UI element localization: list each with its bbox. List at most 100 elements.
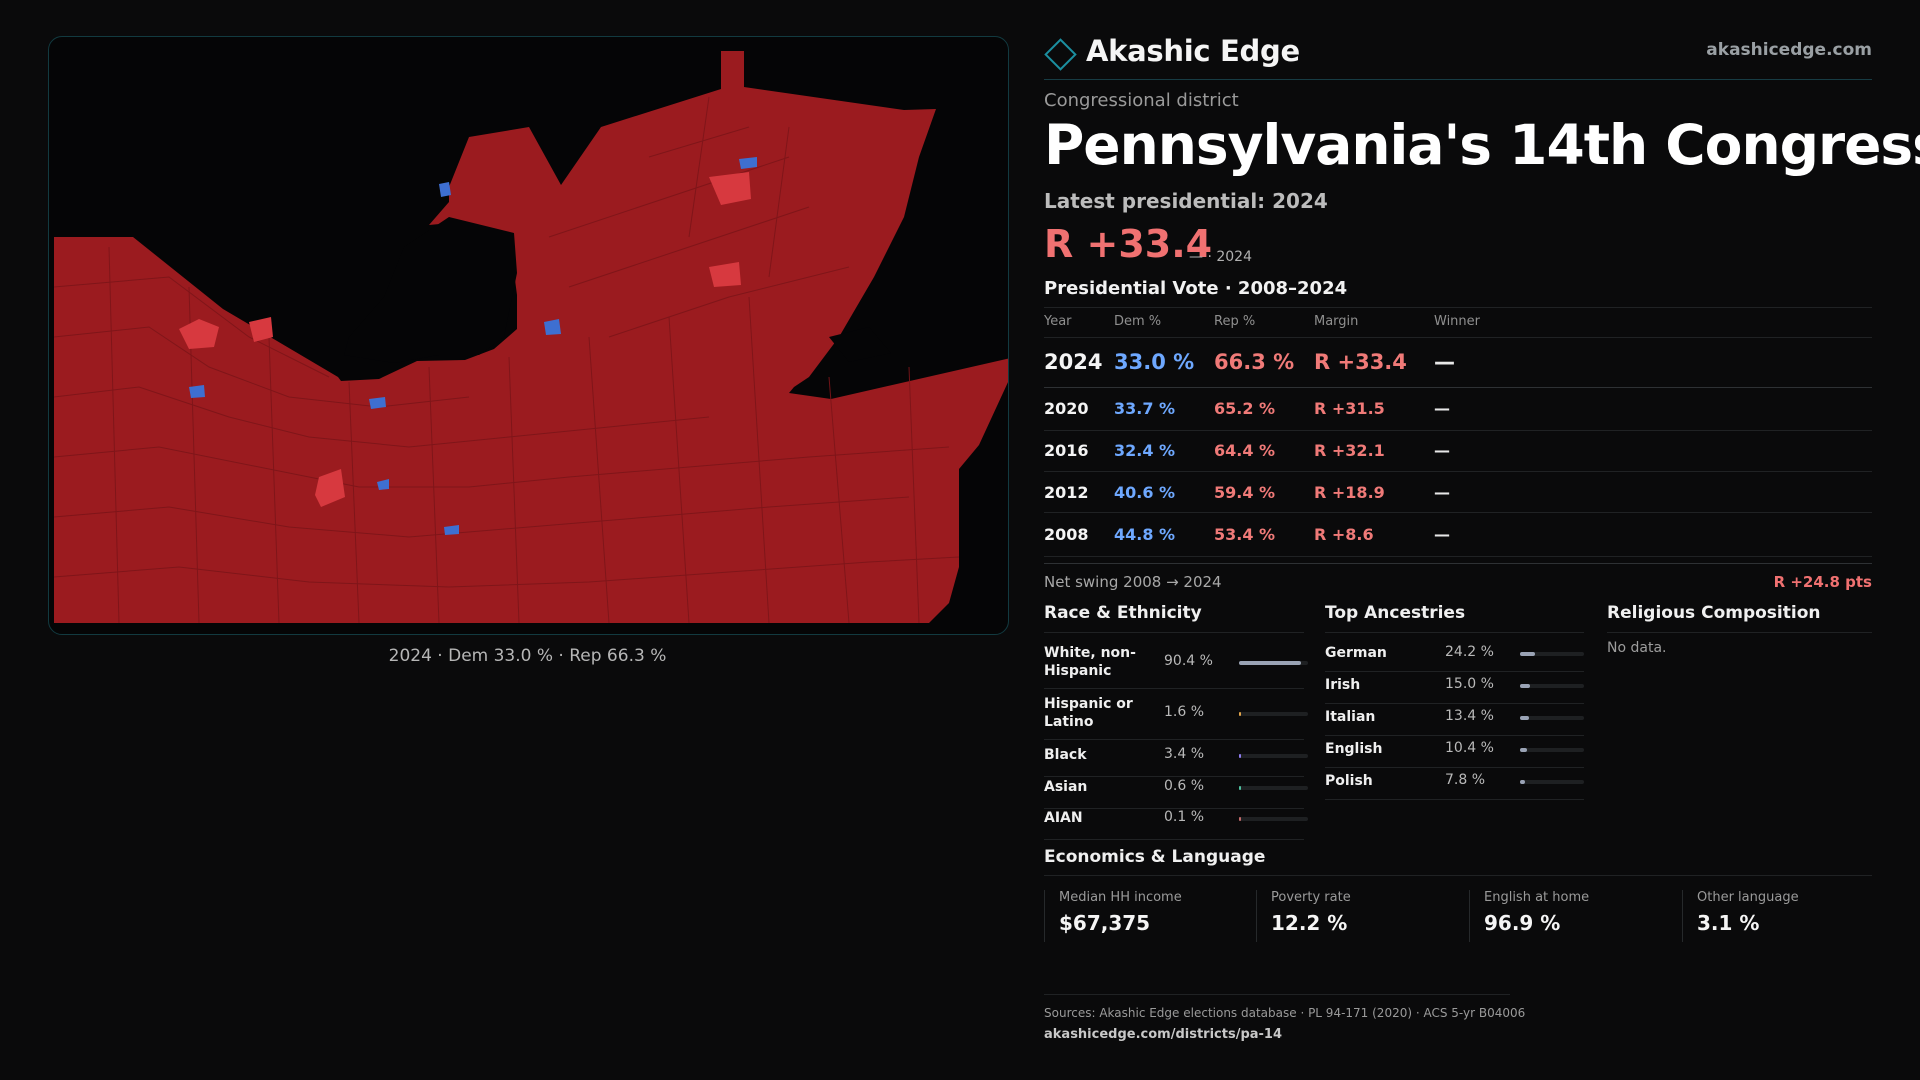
race-row: White, non-Hispanic 90.4 % xyxy=(1044,644,1308,679)
ancestry-label: Polish xyxy=(1325,773,1373,789)
race-value: 0.6 % xyxy=(1164,778,1205,794)
race-title: Race & Ethnicity xyxy=(1044,603,1202,623)
race-value: 1.6 % xyxy=(1164,704,1205,720)
race-bar xyxy=(1239,754,1308,758)
map-caption: 2024 · Dem 33.0 % · Rep 66.3 % xyxy=(388,646,667,666)
ancestry-bar xyxy=(1520,748,1584,752)
district-shape xyxy=(54,51,1008,623)
race-bar-fill xyxy=(1239,817,1241,821)
header-row-divider xyxy=(1044,337,1872,338)
ancestry-bar xyxy=(1520,780,1584,784)
site-link[interactable]: akashicedge.com xyxy=(1706,40,1872,60)
cell-dem: 40.6 % xyxy=(1114,483,1176,502)
race-bar xyxy=(1239,817,1308,821)
ancestry-bar-fill xyxy=(1520,748,1527,752)
precinct-boundaries xyxy=(53,96,960,624)
ancestry-bar xyxy=(1520,716,1584,720)
cell-margin: R +8.6 xyxy=(1314,525,1374,544)
row-divider xyxy=(1044,688,1304,689)
stat-poverty-rate: Poverty rate 12.2 % xyxy=(1256,890,1469,942)
cell-margin: R +33.4 xyxy=(1314,350,1407,374)
district-map-svg[interactable] xyxy=(49,37,1008,634)
race-value: 0.1 % xyxy=(1164,809,1205,825)
race-bar-fill xyxy=(1239,712,1241,716)
col-year: Year xyxy=(1044,314,1072,329)
cell-year: 2016 xyxy=(1044,441,1089,460)
precinct-highlights xyxy=(179,157,757,535)
district-panel: Akashic Edge akashicedge.com Congression… xyxy=(1044,0,1920,1080)
cell-rep: 66.3 % xyxy=(1214,350,1295,374)
row-divider xyxy=(1325,735,1584,736)
latest-margin: R +33.4 xyxy=(1044,222,1213,266)
footer-divider xyxy=(1044,994,1510,995)
race-divider xyxy=(1044,632,1304,633)
logo-diamond-icon xyxy=(1044,37,1077,71)
ancestry-value: 10.4 % xyxy=(1445,740,1494,756)
cell-rep: 53.4 % xyxy=(1214,525,1276,544)
row-divider xyxy=(1044,776,1304,777)
cell-winner: — xyxy=(1434,525,1450,544)
race-value: 3.4 % xyxy=(1164,746,1205,762)
stat-label: Poverty rate xyxy=(1271,890,1351,905)
stat-median-income: Median HH income $67,375 xyxy=(1044,890,1257,942)
latest-margin-sub: — · 2024 xyxy=(1189,249,1252,265)
race-bar xyxy=(1239,661,1308,665)
col-dem: Dem % xyxy=(1114,314,1162,329)
stat-label: Median HH income xyxy=(1059,890,1182,905)
stat-value: 3.1 % xyxy=(1697,911,1760,935)
latest-label: Latest presidential: 2024 xyxy=(1044,189,1328,213)
race-row: Asian 0.6 % xyxy=(1044,778,1308,808)
row-divider xyxy=(1044,512,1872,513)
religion-title: Religious Composition xyxy=(1607,603,1821,623)
table-row: 2016 32.4 % 64.4 % R +32.1 — xyxy=(1044,441,1872,481)
district-map[interactable] xyxy=(48,36,1009,635)
row-divider xyxy=(1044,387,1872,388)
ancestry-divider xyxy=(1325,632,1584,633)
ancestry-label: Irish xyxy=(1325,677,1361,693)
row-divider xyxy=(1044,839,1304,840)
cell-rep: 65.2 % xyxy=(1214,399,1276,418)
cell-winner: — xyxy=(1434,483,1450,502)
race-bar xyxy=(1239,712,1308,716)
cell-winner: — xyxy=(1434,399,1450,418)
page-kicker: Congressional district xyxy=(1044,90,1239,111)
ancestry-bar xyxy=(1520,652,1584,656)
ancestry-bar xyxy=(1520,684,1584,688)
ancestry-row: Irish 15.0 % xyxy=(1325,676,1584,706)
ancestry-label: German xyxy=(1325,645,1387,661)
stat-value: $67,375 xyxy=(1059,911,1151,935)
row-divider xyxy=(1044,430,1872,431)
row-divider xyxy=(1325,703,1584,704)
ancestry-title: Top Ancestries xyxy=(1325,603,1466,623)
cell-dem: 44.8 % xyxy=(1114,525,1176,544)
ancestry-bar-fill xyxy=(1520,652,1536,656)
race-label: Hispanic or Latino xyxy=(1044,696,1133,730)
cell-winner: — xyxy=(1434,441,1450,460)
race-label: Black xyxy=(1044,747,1087,763)
cell-margin: R +18.9 xyxy=(1314,483,1385,502)
ancestry-value: 7.8 % xyxy=(1445,772,1486,788)
brand-name: Akashic Edge xyxy=(1086,34,1300,68)
stat-value: 96.9 % xyxy=(1484,911,1561,935)
cell-dem: 32.4 % xyxy=(1114,441,1176,460)
ancestry-label: English xyxy=(1325,741,1383,757)
col-rep: Rep % xyxy=(1214,314,1256,329)
ancestry-value: 15.0 % xyxy=(1445,676,1494,692)
canonical-url[interactable]: akashicedge.com/districts/pa-14 xyxy=(1044,1027,1283,1042)
brand[interactable]: Akashic Edge xyxy=(1044,33,1300,71)
race-label: White, non-Hispanic xyxy=(1044,645,1136,679)
page-title: Pennsylvania's 14th Congressional Distri… xyxy=(1044,113,1920,177)
cell-rep: 59.4 % xyxy=(1214,483,1276,502)
economics-title: Economics & Language xyxy=(1044,847,1266,867)
sources-note: Sources: Akashic Edge elections database… xyxy=(1044,1006,1526,1020)
table-top-divider xyxy=(1044,307,1872,308)
ancestry-row: Italian 13.4 % xyxy=(1325,708,1584,738)
ancestry-label: Italian xyxy=(1325,709,1376,725)
cell-year: 2024 xyxy=(1044,350,1103,374)
stat-label: Other language xyxy=(1697,890,1799,905)
row-divider xyxy=(1325,671,1584,672)
race-row: Hispanic or Latino 1.6 % xyxy=(1044,695,1308,730)
header-divider xyxy=(1044,79,1872,80)
race-value: 90.4 % xyxy=(1164,653,1213,669)
col-winner: Winner xyxy=(1434,314,1481,329)
